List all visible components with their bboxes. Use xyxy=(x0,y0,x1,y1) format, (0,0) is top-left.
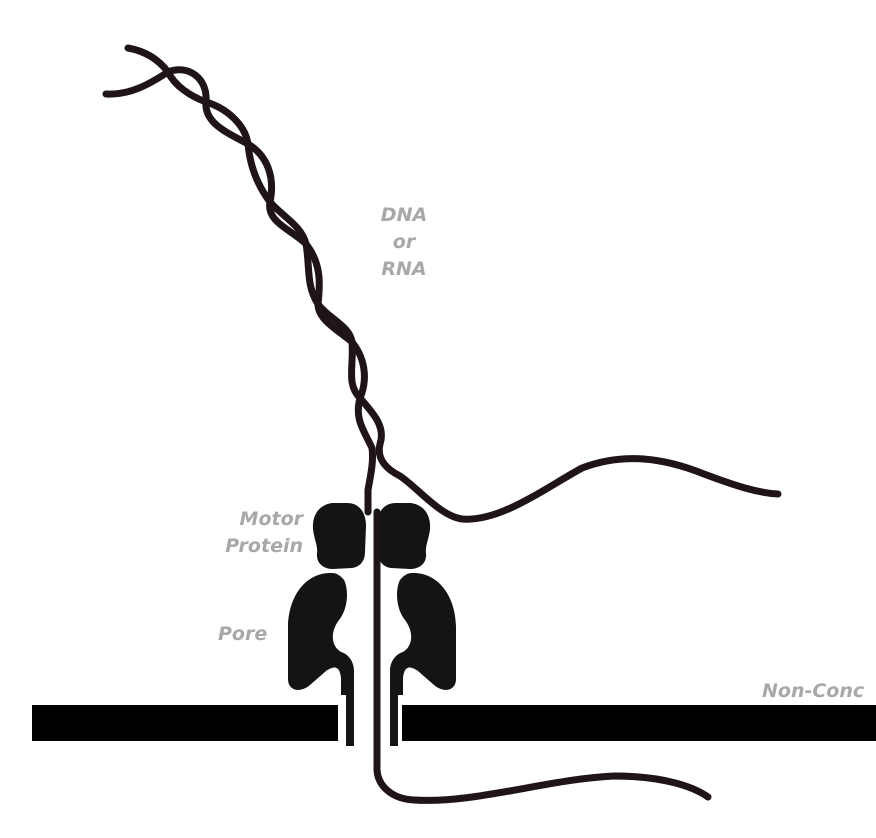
pore-right-half xyxy=(390,572,456,746)
strand-label-line-3: RNA xyxy=(381,258,427,280)
motor-protein-label-line-2: Protein xyxy=(225,535,303,557)
motor-protein-left xyxy=(312,503,366,569)
strand-label-line-1: DNA xyxy=(380,204,428,226)
strand-through-pore xyxy=(373,508,712,804)
motor-protein-right xyxy=(377,503,431,569)
membrane-right xyxy=(402,705,876,741)
strand-label-line-2: or xyxy=(392,231,416,253)
pore-left-half xyxy=(288,572,354,746)
helix-strand-a xyxy=(102,66,376,516)
membrane-left xyxy=(32,705,338,741)
motor-protein-label-line-1: Motor xyxy=(239,508,303,530)
membrane-label: Non-Conc xyxy=(762,680,865,702)
pore-label: Pore xyxy=(218,623,268,645)
motor-protein-label: Motor Protein xyxy=(200,506,303,560)
strand-label: DNA or RNA xyxy=(366,202,442,283)
helix-strand-b xyxy=(124,44,782,523)
